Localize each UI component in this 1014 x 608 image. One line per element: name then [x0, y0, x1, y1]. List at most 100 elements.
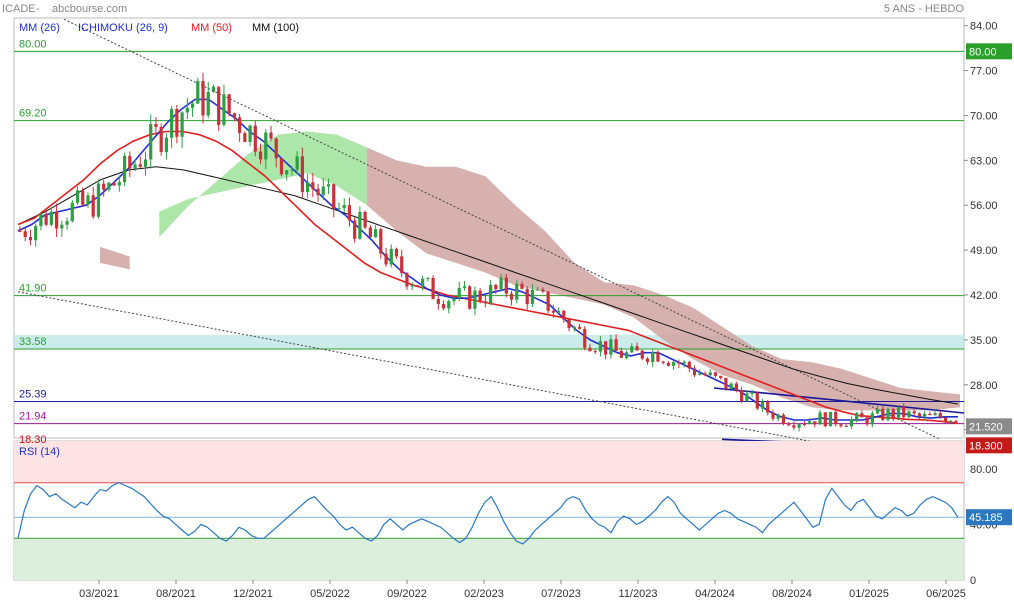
candle-body	[572, 326, 576, 329]
candle-body	[353, 220, 357, 239]
candle-body	[787, 424, 791, 426]
candle-body	[86, 195, 90, 205]
level-label-41.90: 41.90	[19, 283, 47, 295]
candle-body	[316, 188, 320, 196]
legend-1: ICHIMOKU (26, 9)	[78, 22, 168, 34]
candle-body	[745, 393, 749, 402]
price-tick-label: 77.00	[970, 66, 998, 78]
candle-body	[462, 286, 467, 288]
candle-body	[248, 125, 252, 142]
candle-body	[274, 138, 278, 159]
candle-body	[949, 420, 953, 423]
candle-body	[823, 412, 827, 427]
candle-body	[347, 205, 352, 221]
candle-body	[102, 183, 106, 190]
candle-body	[870, 413, 874, 425]
candle-body	[305, 182, 310, 192]
ma50-line	[17, 130, 959, 425]
candle-body	[536, 289, 540, 291]
price-tick-label: 56.00	[970, 200, 998, 212]
candle-body	[802, 423, 806, 425]
candle-body	[483, 301, 487, 304]
candle-body	[217, 86, 221, 125]
x-tick-label: 09/2022	[387, 588, 427, 600]
candle-body	[70, 202, 74, 222]
candle-body	[583, 328, 587, 348]
legend-2: MM (50)	[191, 22, 232, 34]
candle-body	[954, 420, 958, 422]
level-label-25.39: 25.39	[19, 389, 47, 401]
candle-body	[18, 230, 22, 232]
candle-body	[562, 310, 566, 320]
x-tick-label: 07/2023	[541, 588, 581, 600]
support-zone	[14, 334, 964, 349]
candle-body	[400, 256, 404, 274]
candle-body	[640, 350, 644, 359]
candle-body	[65, 221, 69, 225]
candle-body	[478, 290, 482, 302]
price-tick-label: 35.00	[970, 335, 998, 347]
candle-body	[609, 339, 613, 355]
candle-body	[269, 132, 273, 139]
level-label-21.94: 21.94	[19, 411, 47, 423]
candle-body	[729, 383, 733, 389]
badge-80: 80.00	[969, 46, 997, 58]
candle-body	[604, 341, 608, 355]
candle-body	[34, 226, 38, 241]
candle-body	[593, 351, 597, 353]
candle-body	[923, 413, 927, 417]
candle-body	[60, 224, 64, 229]
candle-body	[55, 211, 59, 229]
candle-body	[394, 248, 399, 257]
candle-body	[201, 81, 205, 116]
candle-body	[332, 184, 336, 209]
candle-body	[96, 183, 101, 217]
candle-body	[672, 362, 676, 366]
level-label-80.00: 80.00	[19, 38, 47, 50]
candle-body	[190, 103, 195, 108]
candle-body	[844, 425, 848, 427]
rsi-title: RSI (14)	[19, 446, 60, 458]
candle-body	[734, 383, 738, 391]
candle-body	[807, 421, 812, 425]
candle-body	[405, 273, 409, 287]
candle-body	[421, 278, 425, 287]
candle-body	[222, 94, 226, 125]
candle-body	[656, 352, 660, 362]
price-tick-label: 49.00	[970, 245, 998, 257]
candle-body	[185, 107, 189, 113]
candle-body	[321, 186, 325, 196]
candle-body	[839, 424, 843, 426]
candle-body	[373, 229, 378, 238]
x-tick-label: 03/2021	[79, 588, 119, 600]
candle-body	[855, 413, 859, 420]
candle-body	[264, 132, 268, 160]
candle-body	[907, 411, 911, 417]
candle-body	[750, 392, 754, 394]
candle-body	[368, 227, 372, 238]
candle-body	[828, 411, 833, 427]
candle-body	[645, 358, 650, 363]
candle-body	[358, 211, 362, 239]
candle-body	[515, 283, 519, 300]
x-tick-label: 05/2022	[310, 588, 350, 600]
candle-body	[436, 299, 440, 305]
candle-body	[253, 125, 257, 152]
candle-body	[902, 406, 906, 417]
candle-body	[285, 170, 289, 175]
x-tick-label: 08/2024	[772, 588, 812, 600]
x-tick-label: 04/2024	[695, 588, 735, 600]
candle-body	[107, 182, 111, 190]
price-tick-label: 28.00	[970, 380, 998, 392]
ma26-line	[17, 98, 958, 421]
candle-body	[489, 284, 493, 304]
candle-body	[81, 190, 85, 205]
candle-body	[143, 159, 148, 167]
candle-body	[551, 310, 555, 313]
candle-body	[766, 401, 770, 413]
rsi-overbought-zone	[14, 441, 964, 483]
candle-body	[509, 293, 514, 300]
x-tick-label: 01/2025	[849, 588, 889, 600]
